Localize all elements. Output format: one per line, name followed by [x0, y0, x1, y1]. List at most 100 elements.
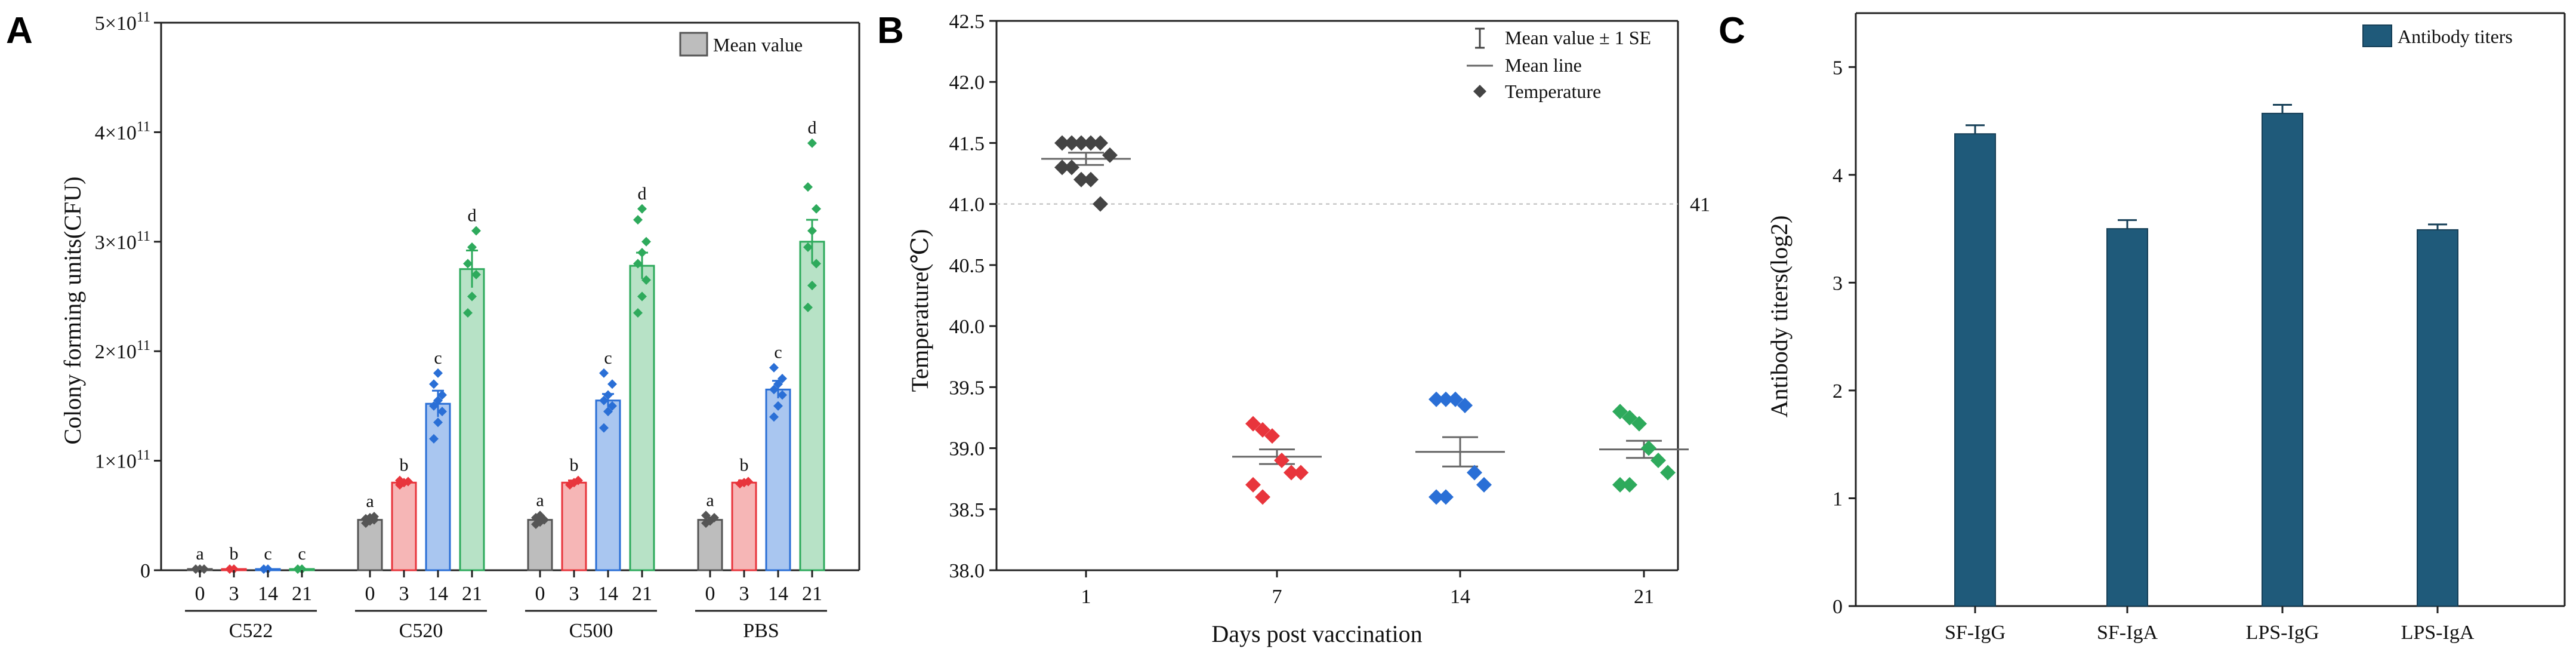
panel-b-data-point: [1631, 416, 1647, 432]
panel-b: B Temperature(℃) Days post vaccination 3…: [877, 10, 1710, 647]
panel-a-day-label: 14: [428, 583, 448, 605]
panel-a-ylabel: Colony forming units(CFU): [59, 177, 86, 445]
panel-b-data-point: [1083, 171, 1099, 187]
panel-b-data-point: [1245, 476, 1261, 493]
panel-a-data-point: [603, 407, 613, 417]
panel-a-data-point: [199, 564, 209, 574]
panel-a-data-point: [778, 374, 787, 384]
panel-a-data-point: [803, 242, 813, 252]
panel-a-data-point: [633, 308, 643, 318]
panel-a-ytick-label: 3×1011: [95, 229, 150, 254]
panel-a-data-point: [807, 138, 817, 148]
panel-a-letter: A: [6, 10, 33, 51]
panel-a-data-point: [701, 511, 711, 521]
panel-a-significance-letter: b: [740, 456, 749, 475]
panel-c-ytick-label: 2: [1832, 380, 1843, 402]
panel-a-data-point: [433, 417, 443, 428]
panel-b-data-point: [1245, 416, 1261, 432]
panel-c-ytick-label: 3: [1832, 272, 1843, 294]
panel-a-data-point: [641, 275, 651, 285]
panel-b-data-point: [1293, 465, 1309, 481]
panel-b-data-point: [1612, 476, 1628, 493]
panel-c-bar: [1954, 133, 1996, 607]
panel-a-data-point: [463, 259, 473, 269]
panel-a-bar: [799, 241, 825, 571]
panel-c-xtick-label: SF-IgG: [1945, 622, 2006, 644]
panel-a-day-label: 3: [229, 583, 239, 605]
panel-b-ytick-label: 40.0: [949, 316, 985, 338]
panel-a-data-point: [807, 281, 817, 291]
panel-a-significance-letter: b: [400, 456, 409, 475]
panel-a-day-label: 3: [399, 583, 409, 605]
panel-a-data-point: [599, 395, 609, 405]
panel-b-data-point: [1073, 171, 1089, 187]
panel-a-data-point: [395, 475, 405, 485]
panel-b-data-point: [1284, 465, 1299, 481]
panel-a-data-point: [369, 512, 379, 522]
panel-a-data-point: [403, 476, 413, 487]
panel-a-data-point: [803, 182, 813, 192]
panel-b-data-point: [1054, 135, 1070, 151]
panel-b-data-point: [1093, 135, 1108, 151]
panel-a-significance-letter: c: [434, 348, 442, 368]
panel-a-significance-letter: d: [808, 118, 817, 138]
panel-b-xtick-label: 21: [1634, 586, 1654, 608]
panel-a-data-point: [633, 215, 643, 225]
panel-b-reference-label: 41: [1690, 194, 1710, 216]
panel-c-ylabel: Antibody titers(log2): [1766, 216, 1793, 418]
panel-a-data-point: [778, 390, 787, 400]
panel-b-data-point: [1064, 135, 1079, 151]
panel-a-data-point: [599, 423, 609, 433]
panel-a-data-point: [603, 390, 613, 400]
panel-a-ytick-label: 0: [140, 560, 150, 582]
panel-a-bar: [561, 481, 587, 571]
panel-b-data-point: [1651, 453, 1666, 468]
panel-a-data-point: [709, 512, 719, 522]
panel-c-xtick-label: LPS-IgA: [2401, 622, 2475, 644]
panel-b-letter: B: [877, 10, 904, 51]
panel-a-group-label: C520: [399, 620, 443, 642]
panel-b-ytick-label: 41.5: [949, 133, 985, 155]
panel-b-data-point: [1476, 476, 1492, 493]
panel-a-bar: [629, 265, 655, 571]
panel-a-data-point: [641, 236, 651, 247]
panel-a-ytick-label: 1×1011: [95, 448, 150, 473]
panel-b-data-point: [1457, 398, 1473, 413]
panel-b-ytick-label: 42.5: [949, 11, 985, 33]
panel-a-data-point: [803, 302, 813, 312]
panel-b-data-point: [1255, 489, 1270, 505]
panel-c-ytick-label: 4: [1832, 165, 1843, 187]
panel-c-bar: [2262, 112, 2303, 607]
panel-a-ytick-label: 4×1011: [95, 119, 150, 144]
panel-b-ylabel: Temperature(℃): [906, 229, 933, 392]
panel-c: C Antibody titers(log2) 0 1 2 3 4 5 SF-IgG SF-I…: [1719, 10, 2566, 644]
panel-a-data-point: [807, 226, 817, 236]
panel-b-data-point: [1093, 196, 1108, 212]
panel-b-data-point: [1083, 135, 1099, 151]
panel-b-data-point: [1054, 159, 1070, 176]
panel-a-data-point: [637, 291, 647, 302]
panel-b-data-point: [1073, 135, 1089, 151]
panel-c-ytick-label: 5: [1832, 57, 1843, 79]
panel-a-data-point: [769, 385, 779, 395]
panel-a-bar: [697, 519, 723, 571]
panel-b-legend-point-symbol: [1473, 85, 1486, 98]
panel-b-ytick-label: 38.0: [949, 560, 985, 582]
panel-c-xtick-label: LPS-IgG: [2246, 622, 2319, 644]
panel-a-data-point: [769, 412, 779, 422]
panel-a-data-point: [812, 259, 821, 269]
panel-a-bar: [425, 402, 451, 571]
panel-b-data-point: [1622, 476, 1637, 493]
panel-b-ytick-label: 39.0: [949, 438, 985, 460]
panel-a-significance-letter: a: [196, 544, 203, 564]
panel-a: A Colony forming units(CFU) 0 1×1011 2×101…: [6, 10, 860, 642]
panel-a-bar: [459, 268, 485, 571]
panel-a-day-label: 0: [705, 583, 715, 605]
panel-a-day-label: 0: [365, 583, 375, 605]
panel-a-significance-letter: c: [298, 544, 306, 564]
panel-a-legend-swatch: [679, 32, 708, 57]
panel-a-significance-letter: a: [706, 490, 714, 510]
panel-a-data-point: [607, 401, 617, 411]
panel-a-data-point: [573, 475, 583, 485]
